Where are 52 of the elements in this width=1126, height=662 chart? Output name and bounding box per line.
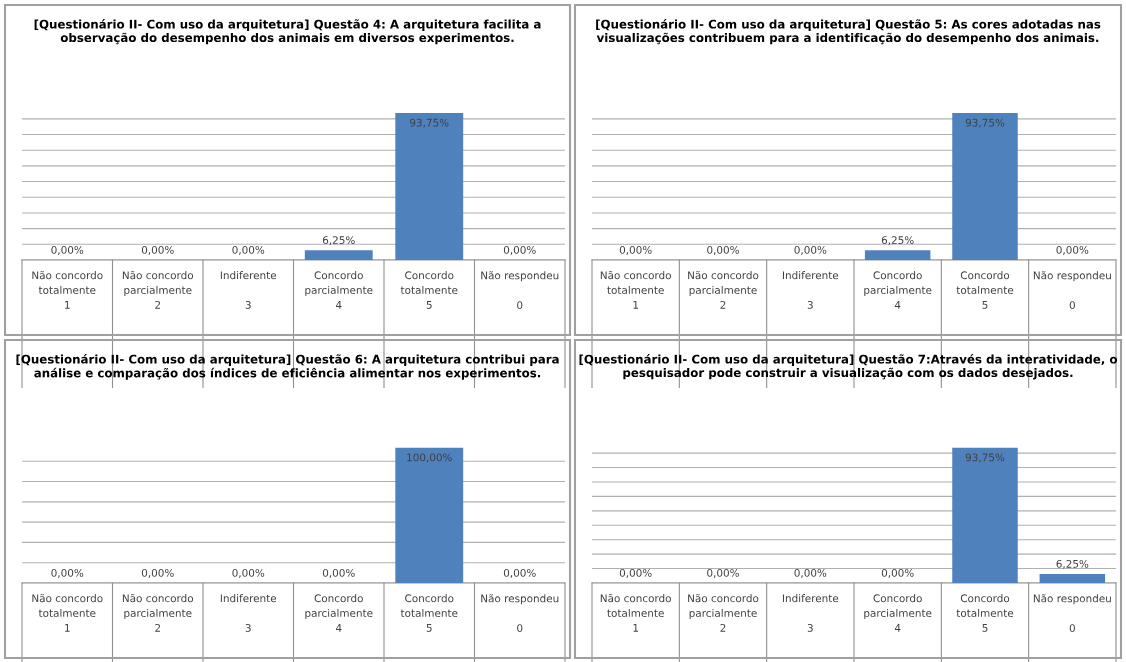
category-label: Não respondeu 0 xyxy=(1033,594,1111,633)
data-label: 0,00% xyxy=(503,568,536,578)
category-label: Indiferente 3 xyxy=(220,271,277,309)
data-label: 0,00% xyxy=(141,568,174,578)
x-tick-label: Não concordo parcialmente 2 xyxy=(122,270,194,309)
chart-title: [Questionário II- Com uso da arquitetura] Questão 7:Através da interatividade, o pesquisador pode construir a visualização com os dados desejados. xyxy=(579,354,1118,380)
category-label: Indiferente 3 xyxy=(220,594,277,632)
data-label: 93,75% xyxy=(965,453,1005,463)
x-tick-label: Não concordo totalmente 1 xyxy=(600,270,671,309)
data-label: 0,00% xyxy=(51,568,84,578)
x-tick-label: Concordo parcialmente 4 xyxy=(864,271,932,309)
category-label: Não respondeu 0 xyxy=(481,271,559,310)
x-tick-label: Concordo totalmente 5 xyxy=(400,594,458,632)
x-tick-label: Concordo totalmente 5 xyxy=(956,271,1014,309)
data-label: 0,00% xyxy=(881,568,914,578)
data-label: 0,00% xyxy=(232,245,265,255)
data-label: 0,00% xyxy=(1056,245,1089,255)
x-tick-label: Concordo parcialmente 4 xyxy=(864,594,932,632)
x-tick-label: Não concordo parcialmente 2 xyxy=(122,593,194,632)
chart-title: [Questionário II- Com uso da arquitetura] Questão 5: As cores adotadas nas visualizações contribuem para a identificação do desempenho dos animais. xyxy=(596,19,1101,45)
data-label: 0,00% xyxy=(707,568,739,578)
x-tick-label: Concordo parcialmente 4 xyxy=(305,594,373,632)
data-label: 0,00% xyxy=(794,245,827,255)
x-tick-label: Não concordo totalmente 1 xyxy=(32,593,103,632)
x-tick-label: Concordo parcialmente 4 xyxy=(305,271,373,309)
data-label: 0,00% xyxy=(619,568,652,578)
chart-title: [Questionário II- Com uso da arquitetura] Questão 6: A arquitetura contribui para análise e comparação dos índices de eficiência alimentar nos experimentos. xyxy=(16,354,559,380)
data-label: 6,25% xyxy=(881,236,914,246)
data-label: 6,25% xyxy=(322,236,355,246)
data-label: 0,00% xyxy=(707,245,739,255)
category-label: Não respondeu 0 xyxy=(481,594,559,633)
x-tick-label: Não concordo totalmente 1 xyxy=(600,593,671,632)
x-tick-label: Não concordo parcialmente 2 xyxy=(688,593,759,632)
data-label: 0,00% xyxy=(619,245,652,255)
category-label: Indiferente 3 xyxy=(782,271,839,309)
x-tick-label: Não concordo parcialmente 2 xyxy=(688,270,759,309)
data-label: 0,00% xyxy=(141,245,174,255)
data-label: 0,00% xyxy=(232,568,265,578)
data-label: 93,75% xyxy=(965,118,1005,128)
x-tick-label: Não concordo totalmente 1 xyxy=(32,270,103,309)
category-label: Indiferente 3 xyxy=(782,594,839,632)
data-label: 93,75% xyxy=(410,118,449,128)
data-label: 0,00% xyxy=(503,245,536,255)
chart-title: [Questionário II- Com uso da arquitetura] Questão 4: A arquitetura facilita a observação do desempenho dos animais em diversos experimentos. xyxy=(34,19,541,45)
data-label: 0,00% xyxy=(51,245,84,255)
data-label: 6,25% xyxy=(1056,559,1089,569)
data-label: 0,00% xyxy=(794,568,827,578)
data-label: 100,00% xyxy=(407,453,452,463)
category-label: Não respondeu 0 xyxy=(1033,271,1111,310)
data-label: 0,00% xyxy=(322,568,355,578)
x-tick-label: Concordo totalmente 5 xyxy=(400,271,458,309)
x-tick-label: Concordo totalmente 5 xyxy=(956,594,1014,632)
